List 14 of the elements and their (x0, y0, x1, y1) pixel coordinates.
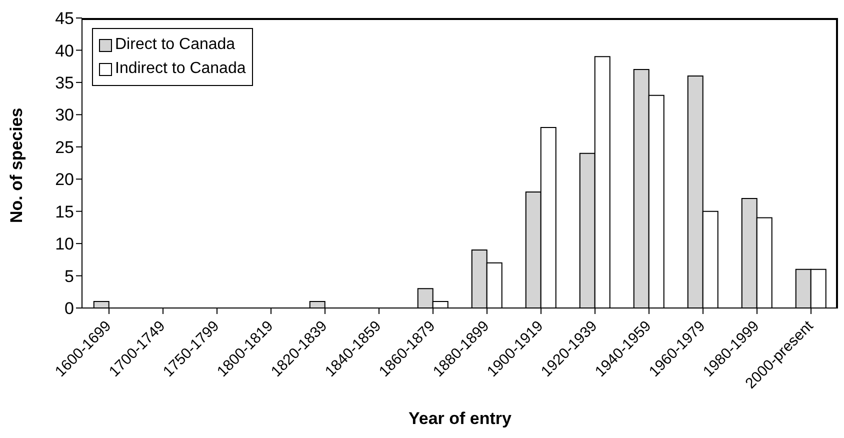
y-tick-label: 40 (55, 41, 74, 60)
y-tick-label: 20 (55, 170, 74, 190)
legend-label: Direct to Canada (115, 35, 236, 55)
y-tick-label: 30 (55, 106, 74, 125)
y-tick-label: 35 (55, 73, 74, 92)
y-tick-label: 10 (55, 234, 74, 254)
y-tick-label: 25 (55, 138, 74, 157)
y-tick-label: 0 (64, 299, 74, 318)
y-tick-label: 15 (55, 202, 74, 222)
y-axis-title: No. of species (7, 108, 26, 223)
legend-label: Indirect to Canada (115, 59, 246, 79)
y-tick-label: 45 (55, 9, 74, 28)
y-tick-label: 5 (64, 266, 74, 286)
x-axis-title: Year of entry (408, 409, 512, 428)
